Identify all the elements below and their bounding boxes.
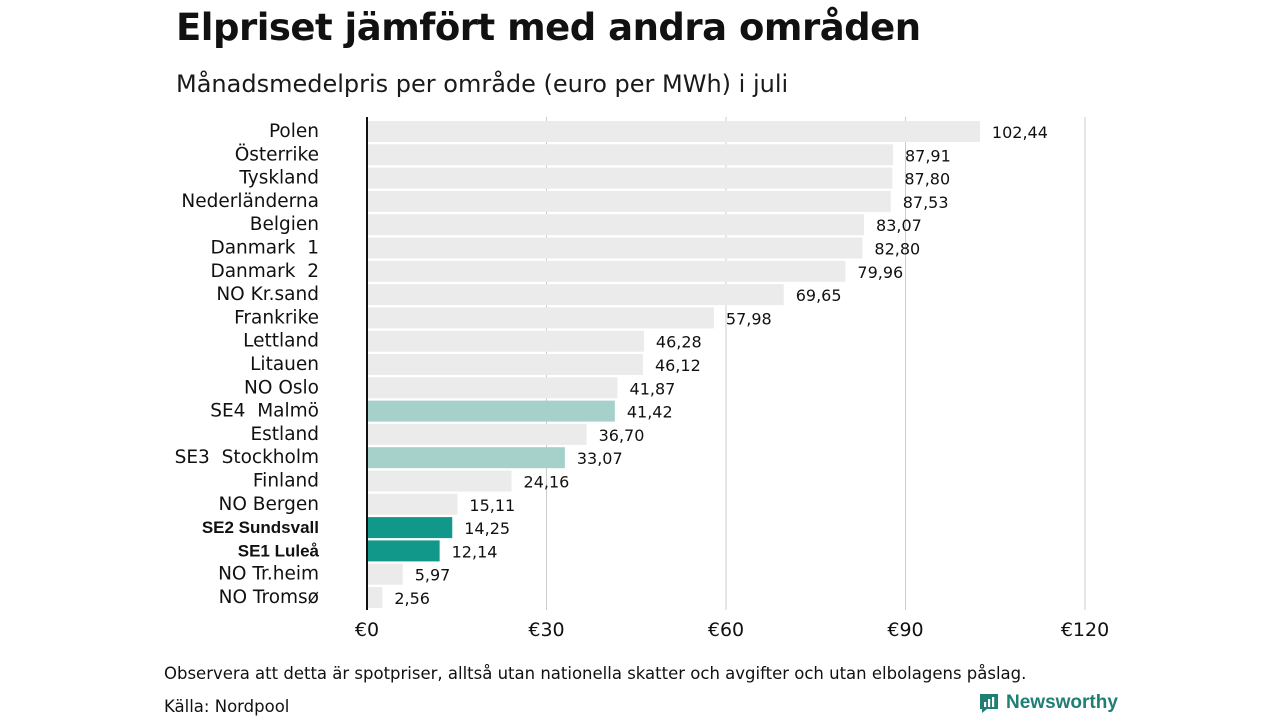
value-label: 46,12: [655, 356, 701, 375]
value-label: 82,80: [874, 240, 920, 259]
bar: [367, 237, 863, 259]
bar: [367, 214, 865, 236]
value-label: 46,28: [656, 333, 702, 352]
value-label: 87,80: [904, 170, 950, 189]
category-label: Danmark 2: [210, 261, 319, 282]
category-label: Nederländerna: [181, 191, 319, 212]
bar: [367, 167, 893, 189]
bar: [367, 540, 440, 562]
category-label: SE3 Stockholm: [175, 447, 319, 468]
bar: [367, 260, 846, 282]
value-label: 102,44: [992, 123, 1048, 142]
category-label: SE4 Malmö: [210, 401, 319, 422]
x-tick-label: €90: [887, 619, 923, 641]
bar: [367, 377, 618, 399]
category-label: NO Kr.sand: [216, 284, 319, 305]
bar: [367, 144, 893, 166]
category-label: Österrike: [235, 143, 319, 165]
newsworthy-logo-icon: [980, 694, 998, 713]
x-tick-label: €60: [708, 619, 744, 641]
category-label: Tyskland: [238, 168, 319, 189]
category-label: NO Oslo: [244, 377, 319, 398]
bar: [367, 190, 891, 212]
source-text: Källa: Nordpool: [164, 697, 290, 716]
x-tick-label: €30: [528, 619, 564, 641]
category-label: Belgien: [250, 214, 319, 235]
bar: [367, 587, 383, 608]
bar: [367, 354, 643, 375]
bar: [367, 563, 403, 585]
bar: [367, 470, 512, 492]
value-label: 57,98: [726, 309, 772, 328]
value-label: 24,16: [524, 473, 570, 492]
value-label: 83,07: [876, 216, 922, 235]
bar: [367, 493, 458, 515]
category-label: Polen: [269, 121, 319, 142]
value-label: 12,14: [452, 542, 498, 561]
chart-title: Elpriset jämfört med andra områden: [176, 6, 921, 49]
bar: [367, 447, 565, 469]
category-label: Frankrike: [234, 307, 319, 328]
category-label: Danmark 1: [210, 238, 319, 259]
footnote: Observera att detta är spotpriser, allts…: [164, 664, 1027, 683]
brand-name: Newsworthy: [1006, 692, 1118, 713]
value-label: 14,25: [464, 519, 510, 538]
value-label: 33,07: [577, 449, 623, 468]
category-label: Lettland: [243, 331, 319, 352]
bar: [367, 284, 784, 306]
category-label: NO Tr.heim: [218, 564, 319, 585]
value-label: 79,96: [857, 263, 903, 282]
value-label: 15,11: [469, 496, 515, 515]
chart-subtitle: Månadsmedelpris per område (euro per MWh…: [176, 70, 789, 98]
value-label: 41,87: [630, 379, 676, 398]
value-label: 87,53: [903, 193, 949, 212]
bar: [367, 307, 714, 329]
bar: [367, 517, 453, 539]
brand-logo: Newsworthy: [978, 692, 1118, 714]
value-label: 2,56: [394, 589, 430, 608]
category-label: Estland: [250, 424, 319, 445]
x-tick-label: €120: [1061, 619, 1109, 641]
category-label: SE1 Luleå: [238, 541, 320, 560]
value-label: 5,97: [415, 566, 451, 585]
category-label: Litauen: [250, 354, 319, 375]
bar-chart: €0 €30 €60 €90 €120 Polen 102,44 Österrike 87,91…: [175, 117, 1109, 641]
category-label: SE2 Sundsvall: [202, 518, 319, 537]
bar: [367, 400, 615, 422]
bar: [367, 121, 980, 142]
value-label: 36,70: [599, 426, 645, 445]
x-tick-label: €0: [355, 619, 379, 641]
bar: [367, 330, 644, 352]
value-label: 41,42: [627, 403, 673, 422]
value-label: 69,65: [796, 286, 842, 305]
category-label: Finland: [253, 471, 319, 492]
category-label: NO Bergen: [219, 494, 320, 515]
value-label: 87,91: [905, 146, 951, 165]
category-label: NO Tromsø: [219, 587, 319, 608]
bar: [367, 423, 587, 445]
